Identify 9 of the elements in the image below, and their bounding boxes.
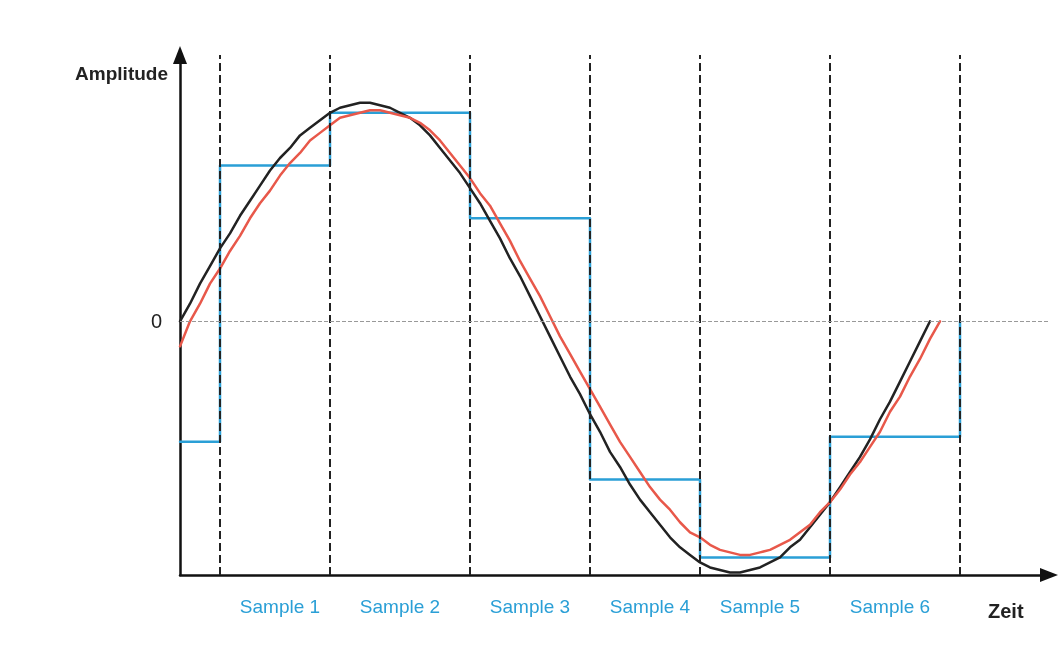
ref-line-label: 0 xyxy=(150,310,162,333)
x-tick-label: Sample 6 xyxy=(849,596,931,617)
x-tick-label: Sample 1 xyxy=(239,596,321,617)
y-axis-title: Amplitude xyxy=(75,63,168,84)
x-tick-label: Sample 4 xyxy=(609,596,691,617)
x-axis-title: Zeit xyxy=(988,600,1024,622)
x-tick-label: Sample 5 xyxy=(719,596,801,617)
x-tick-label: Sample 3 xyxy=(489,596,571,617)
x-tick-label: Sample 2 xyxy=(359,596,441,617)
